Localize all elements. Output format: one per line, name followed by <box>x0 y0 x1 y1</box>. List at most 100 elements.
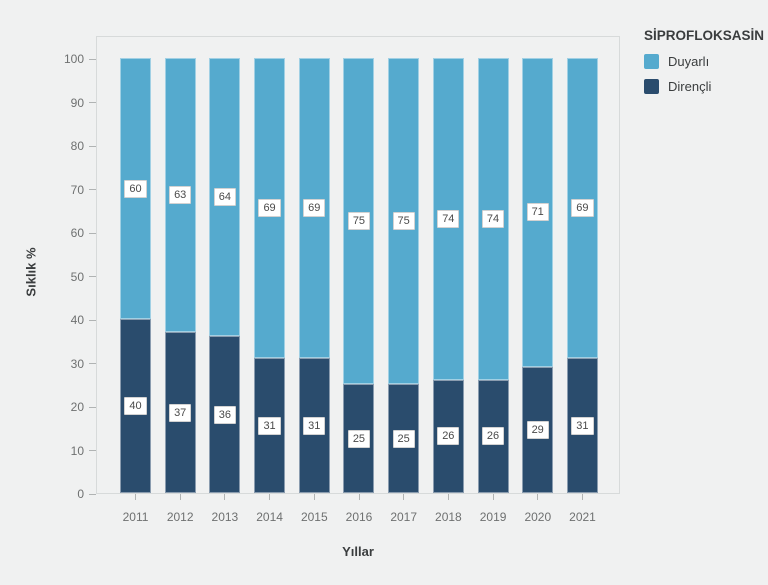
y-tick-label: 50 <box>70 269 84 284</box>
x-tick-label: 2021 <box>569 510 596 524</box>
y-tick-label: 70 <box>70 182 84 197</box>
bar-segment-direncli: 29 <box>522 366 554 493</box>
x-tick <box>179 494 181 500</box>
bar-2021: 69 31 <box>566 58 598 493</box>
y-tick-label: 40 <box>70 313 84 327</box>
bar-value-label: 31 <box>258 416 281 435</box>
y-tick-label: 10 <box>70 443 84 458</box>
bar-value-label: 60 <box>124 179 147 198</box>
bar-value-label: 31 <box>571 416 594 435</box>
y-tick <box>89 102 96 103</box>
bar-segment-duyarli: 63 <box>164 58 196 333</box>
y-tick <box>89 319 96 321</box>
bar-segment-duyarli: 75 <box>388 58 420 385</box>
bar-2020: 71 29 <box>522 58 554 493</box>
bar-2017: 75 25 <box>388 58 420 493</box>
y-tick <box>89 276 96 277</box>
bar-value-label: 69 <box>303 199 326 218</box>
y-tick-label: 90 <box>70 95 84 110</box>
y-tick-label: 80 <box>70 139 84 153</box>
x-tick-label: 2019 <box>479 510 507 524</box>
x-tick <box>224 494 226 500</box>
bar-2015: 69 31 <box>298 58 330 493</box>
bar-segment-duyarli: 75 <box>343 58 375 385</box>
legend-title: SİPROFLOKSASİN <box>644 28 765 43</box>
y-tick <box>89 145 96 147</box>
x-tick-label: 2014 <box>256 510 283 524</box>
bar-segment-direncli: 31 <box>254 358 286 493</box>
y-tick <box>89 363 96 364</box>
bar-value-label: 74 <box>481 209 505 228</box>
x-tick-label: 2018 <box>435 510 462 524</box>
x-axis-title: Yıllar <box>342 544 374 559</box>
y-tick <box>89 450 96 451</box>
bar-segment-direncli: 25 <box>343 384 375 493</box>
legend-swatch-duyarli-icon <box>644 54 659 69</box>
legend-swatch-direncli-icon <box>644 79 659 94</box>
bar-2012: 63 37 <box>164 58 196 493</box>
y-tick <box>89 493 96 495</box>
bar-2013: 64 36 <box>209 58 241 493</box>
bar-value-label: 71 <box>526 203 549 222</box>
y-tick <box>89 406 96 408</box>
bar-value-label: 74 <box>437 209 460 228</box>
y-tick-label: 60 <box>70 226 84 240</box>
y-tick-label: 30 <box>70 356 84 371</box>
x-tick <box>313 494 315 500</box>
x-tick-label: 2011 <box>122 510 149 524</box>
bar-2016: 75 25 <box>343 58 375 493</box>
bar-2019: 74 26 <box>477 58 509 493</box>
bars-area: 60 40 63 37 64 36 69 31 69 31 75 25 75 25 74 26 74 26 71 29… <box>120 58 598 493</box>
bar-2014: 69 31 <box>254 58 286 493</box>
bar-segment-direncli: 31 <box>298 358 330 493</box>
x-tick-label: 2012 <box>166 510 194 524</box>
bar-value-label: 31 <box>303 416 326 435</box>
x-tick-label: 2015 <box>300 510 328 524</box>
legend-item-direncli: Dirençli <box>644 79 764 94</box>
bar-segment-direncli: 26 <box>432 379 464 493</box>
x-tick-label: 2017 <box>390 510 418 524</box>
bar-value-label: 36 <box>213 405 236 424</box>
bar-segment-duyarli: 60 <box>120 58 151 319</box>
x-tick-label: 2016 <box>345 510 373 524</box>
bar-segment-duyarli: 71 <box>522 58 554 367</box>
bar-value-label: 37 <box>169 403 192 422</box>
bar-segment-direncli: 36 <box>209 336 241 493</box>
x-tick-label: 2013 <box>211 510 239 524</box>
y-tick <box>89 58 96 60</box>
x-tick <box>492 494 494 500</box>
y-tick-label: 0 <box>77 487 84 501</box>
bar-value-label: 25 <box>392 429 415 448</box>
bar-segment-direncli: 37 <box>164 332 196 493</box>
bar-2011: 60 40 <box>120 58 151 493</box>
x-tick <box>582 494 583 500</box>
x-tick-label: 2020 <box>524 510 552 524</box>
bar-segment-direncli: 31 <box>566 358 598 493</box>
bar-segment-direncli: 25 <box>388 384 420 493</box>
bar-value-label: 26 <box>437 427 460 446</box>
bar-segment-duyarli: 64 <box>209 58 241 337</box>
y-tick <box>89 189 96 190</box>
x-tick <box>269 494 271 500</box>
y-tick <box>89 232 96 234</box>
bar-segment-duyarli: 69 <box>298 58 330 359</box>
bar-segment-duyarli: 74 <box>432 58 464 380</box>
bar-value-label: 26 <box>481 427 505 446</box>
x-tick <box>135 494 136 500</box>
x-tick <box>403 494 405 500</box>
x-tick <box>358 494 360 500</box>
bar-segment-direncli: 26 <box>477 379 509 493</box>
legend-item-duyarli: Duyarlı <box>644 54 764 69</box>
bar-value-label: 75 <box>392 212 415 231</box>
bar-segment-duyarli: 74 <box>477 58 509 380</box>
y-tick-label: 20 <box>70 400 84 414</box>
bar-segment-duyarli: 69 <box>566 58 598 359</box>
bar-2018: 74 26 <box>432 58 464 493</box>
legend: SİPROFLOKSASİN Duyarlı Dirençli <box>644 28 764 104</box>
legend-item-label: Dirençli <box>668 79 712 94</box>
bar-value-label: 29 <box>526 420 549 439</box>
bar-segment-duyarli: 69 <box>254 58 286 359</box>
x-tick <box>537 494 539 500</box>
bar-value-label: 64 <box>213 188 236 207</box>
